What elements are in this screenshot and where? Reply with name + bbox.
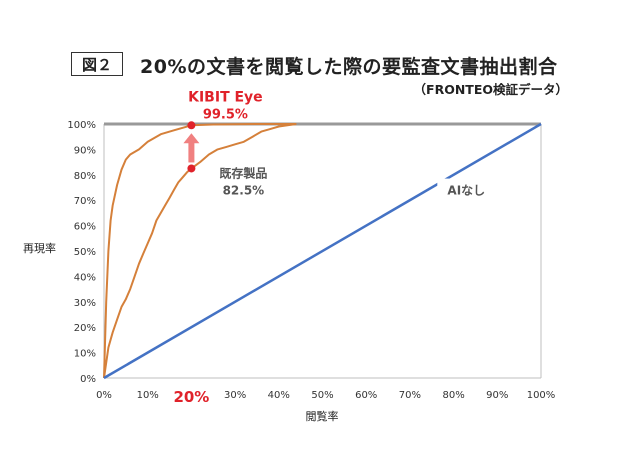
x-tick-label: 70% bbox=[399, 390, 421, 401]
existing-product-value: 82.5% bbox=[223, 183, 265, 197]
series-layer bbox=[103, 122, 542, 380]
existing-product-marker bbox=[187, 164, 196, 173]
y-tick-label: 90% bbox=[74, 145, 96, 156]
series-kibit-eye bbox=[103, 123, 297, 379]
series-existing-product bbox=[103, 123, 297, 379]
chart-title: 20%の文書を閲覧した際の要監査文書抽出割合 bbox=[140, 56, 558, 78]
x-tick-label: 80% bbox=[442, 390, 464, 401]
y-tick-label: 70% bbox=[74, 196, 96, 207]
kibit-eye-value: 99.5% bbox=[203, 107, 248, 122]
no-ai-label: AIなし bbox=[447, 184, 485, 198]
y-tick-label: 30% bbox=[74, 298, 96, 309]
x-tick-label: 90% bbox=[486, 390, 508, 401]
y-tick-label: 50% bbox=[74, 247, 96, 258]
y-tick-label: 80% bbox=[74, 171, 96, 182]
figure-label: 図２ bbox=[71, 52, 123, 76]
y-tick-label: 100% bbox=[67, 120, 96, 131]
chart-subtitle: （FRONTEO検証データ） bbox=[413, 82, 568, 97]
x-tick-label: 100% bbox=[527, 390, 556, 401]
x-tick-label: 30% bbox=[224, 390, 246, 401]
x-tick-label: 60% bbox=[355, 390, 377, 401]
x-tick-label: 40% bbox=[268, 390, 290, 401]
kibit-eye-marker bbox=[187, 121, 196, 130]
y-tick-label: 10% bbox=[74, 349, 96, 360]
y-tick-label: 60% bbox=[74, 222, 96, 233]
existing-product-label: 既存製品 bbox=[219, 165, 267, 180]
improvement-arrow-head bbox=[183, 133, 200, 144]
y-axis-label: 再現率 bbox=[23, 241, 56, 255]
kibit-eye-label: KIBIT Eye bbox=[188, 89, 263, 105]
annotation-layer: KIBIT Eye 99.5% 既存製品 82.5% AIなし bbox=[183, 89, 496, 201]
y-tick-label: 0% bbox=[80, 374, 96, 385]
x-tick-label: 10% bbox=[137, 390, 159, 401]
no-ai-label-bg bbox=[437, 178, 496, 201]
x-axis-label: 閲覧率 bbox=[306, 409, 339, 423]
improvement-arrow-shaft bbox=[188, 141, 195, 163]
series-no-ai bbox=[103, 122, 542, 380]
x-tick-label: 0% bbox=[96, 390, 112, 401]
y-tick-label: 40% bbox=[74, 272, 96, 283]
y-tick-label: 20% bbox=[74, 323, 96, 334]
x-tick-label-highlight: 20% bbox=[173, 388, 209, 406]
x-tick-label: 50% bbox=[311, 390, 333, 401]
axes: 0% 10% 20% 30% 40% 50% 60% 70% 80% 90% 100% 0% 10% 20… bbox=[67, 120, 555, 406]
existing-product-label-bg bbox=[205, 162, 284, 201]
